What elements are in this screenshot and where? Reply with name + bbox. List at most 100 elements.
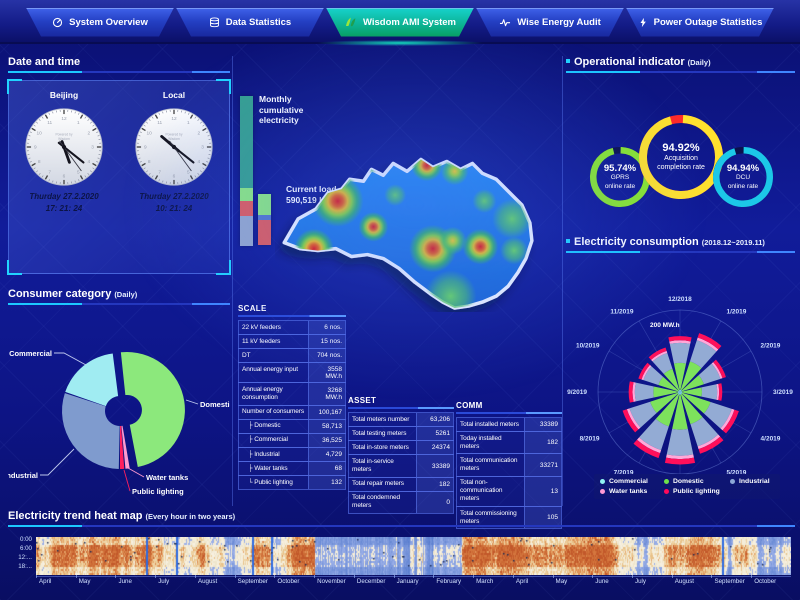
table-row-label: ├ Industrial <box>248 450 280 458</box>
table-row-label: Total non-communication meters <box>460 479 503 503</box>
table-row-label: ├ Water tanks <box>248 464 288 472</box>
table-row-value: 182 <box>416 477 453 491</box>
table-row: └ Public lighting 132 <box>238 475 346 491</box>
clock-time: 17: 21: 24 <box>45 204 83 213</box>
clock-date: Thurday 27.2.2020 <box>139 192 209 201</box>
current-load-label: Current load 590,519 kW <box>286 184 360 206</box>
panel-title-text: Electricity trend heat map <box>8 510 143 522</box>
region-heat-map <box>282 157 534 310</box>
svg-text:Powered by: Powered by <box>55 133 72 137</box>
panel-title-text: Consumer category <box>8 288 112 300</box>
panel-subtitle: (Every hour in two years) <box>145 512 236 521</box>
cyan-accent-square <box>566 239 570 243</box>
svg-text:6: 6 <box>63 173 66 179</box>
table-row: Annual energy consumption 3268 MW.h <box>238 382 346 406</box>
table-title: ASSET <box>348 396 377 405</box>
monthly-cumulative-label: Monthly cumulative electricity <box>259 94 304 126</box>
svg-text:10/2019: 10/2019 <box>576 343 600 350</box>
table-row-label: Total meters number <box>352 415 410 423</box>
svg-text:10: 10 <box>37 130 43 136</box>
table-row-label: 22 kV feeders <box>242 323 281 331</box>
table-title-underline <box>456 412 562 414</box>
legend-label: Industrial <box>739 478 770 485</box>
y-tick-label: 18:... <box>18 563 32 570</box>
svg-text:3/2019: 3/2019 <box>773 389 793 396</box>
y-tick-label: 12:... <box>18 554 32 561</box>
table-title: SCALE <box>238 304 267 313</box>
table-row: Total non-communication meters 13 <box>456 475 562 507</box>
rose-grid-label: 200 MW.h <box>650 322 680 329</box>
month-label: December <box>353 575 394 585</box>
tab-wise-energy-audit[interactable]: Wise Energy Audit <box>476 8 624 37</box>
svg-text:5: 5 <box>77 170 80 176</box>
legend-dot <box>600 489 605 494</box>
pulse-icon <box>499 17 511 28</box>
tab-power-outage-statistics[interactable]: Power Outage Statistics <box>626 8 774 37</box>
table-rows: Total meters number 63,206 Total testing m… <box>348 412 454 514</box>
svg-text:Domestic: Domestic <box>200 400 230 409</box>
svg-text:Water tanks: Water tanks <box>146 473 188 482</box>
table-row-value: 4,729 <box>308 448 345 462</box>
month-label: February <box>433 575 473 585</box>
table-row-value: 58,713 <box>308 419 345 433</box>
bar-segment <box>240 188 253 201</box>
table-title: COMM <box>456 401 483 410</box>
table-row-label: Total testing meters <box>352 429 407 437</box>
gauge-gprs-online-rate: 95.74% GPRS online rate <box>589 146 651 208</box>
title-underline <box>8 71 230 73</box>
table-row-label: Total in-service meters <box>352 457 394 473</box>
bar-segment <box>240 96 253 188</box>
top-nav: System Overview Data Statistics Wisdom A… <box>0 0 800 44</box>
table-row-label: └ Public lighting <box>248 478 293 486</box>
svg-text:Wisdom: Wisdom <box>58 137 70 141</box>
load-bars: Monthly cumulative electricity Current l… <box>236 90 356 250</box>
table-row-value: 63,206 <box>416 413 453 427</box>
table-row-value: 15 nos. <box>308 335 345 349</box>
svg-text:4: 4 <box>197 159 200 165</box>
tab-wisdom-ami-system[interactable]: Wisdom AMI System <box>326 8 474 37</box>
legend-dot <box>600 479 605 484</box>
table-row-value: 36,525 <box>308 433 345 447</box>
month-label: May <box>75 575 116 585</box>
svg-text:Industrial: Industrial <box>8 471 38 480</box>
table-row: Annual energy input 3558 MW.h <box>238 362 346 384</box>
month-label: January <box>393 575 434 585</box>
table-row-label: 11 kV feeders <box>242 337 281 345</box>
table-row: DT 704 nos. <box>238 348 346 364</box>
bar-segment <box>240 201 253 216</box>
bar-segment <box>258 215 271 220</box>
heatmap-x-axis-line <box>36 576 791 577</box>
tab-data-statistics[interactable]: Data Statistics <box>176 8 324 37</box>
table-row: Total testing meters 5261 <box>348 426 454 442</box>
table-row: Number of consumers 100,167 <box>238 404 346 420</box>
gauge-value: 95.74% <box>603 162 637 174</box>
month-label: June <box>592 575 632 585</box>
table-row-value: 33389 <box>524 418 561 432</box>
table-row-value: 68 <box>308 462 345 476</box>
svg-text:7: 7 <box>48 170 51 176</box>
table-row-label: ├ Commercial <box>248 436 288 444</box>
table-row: Total communication meters 33271 <box>456 453 562 477</box>
legend-item: Commercial <box>600 478 664 485</box>
svg-text:6: 6 <box>173 173 176 179</box>
month-label: September <box>711 575 751 585</box>
month-label: April <box>36 575 76 585</box>
month-label: October <box>274 575 314 585</box>
table-title-underline <box>238 315 346 317</box>
table-row-label: Annual energy consumption <box>242 385 283 401</box>
clock-box: Beijing 1 2 3 4 5 6 7 8 9 10 11 12 Powered by Wisdom … <box>7 79 231 275</box>
panel-subtitle: (Daily) <box>687 58 711 67</box>
svg-text:Wisdom: Wisdom <box>168 137 180 141</box>
table-row-label: Total installed meters <box>460 420 519 428</box>
electricity-consumption-panel: Electricity consumption (2018.12~2019.11)… <box>566 236 795 508</box>
table-row-value: 100,167 <box>308 405 345 419</box>
month-label: August <box>671 575 712 585</box>
gauge-label: online rate <box>727 182 759 190</box>
gauge-value: 94.92% <box>662 141 700 154</box>
tab-system-overview[interactable]: System Overview <box>26 8 174 37</box>
table-title-underline <box>348 407 454 409</box>
lightning-icon <box>638 17 648 28</box>
consumption-legend: Commercial Domestic Industrial Water tanks P… <box>594 474 780 499</box>
comm-table: COMM Total installed meters 33389 Today in… <box>456 401 562 530</box>
month-label: October <box>751 575 791 585</box>
